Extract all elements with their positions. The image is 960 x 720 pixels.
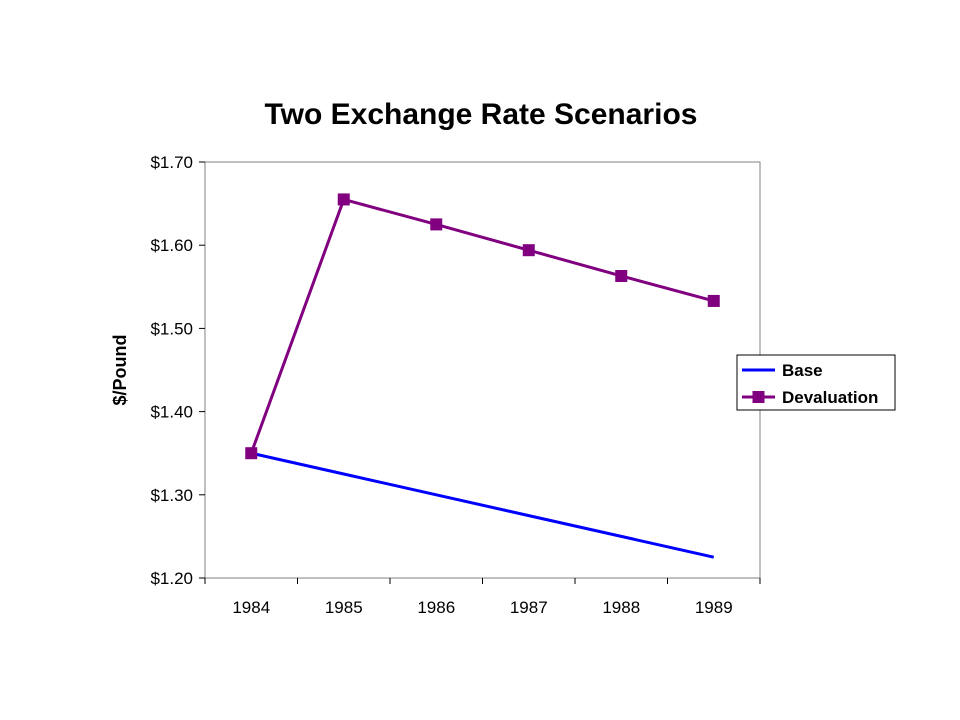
series-line-devaluation — [249, 197, 715, 454]
x-tick-label: 1988 — [602, 598, 640, 617]
x-axis: 1984 1985 1986 1987 1988 1989 — [204, 578, 761, 617]
data-point-devaluation — [615, 269, 628, 282]
legend-label: Devaluation — [782, 388, 878, 407]
x-tick-label: 1987 — [510, 598, 548, 617]
x-tick-label: 1989 — [695, 598, 733, 617]
legend-marker — [752, 391, 765, 403]
x-tick-label: 1984 — [232, 598, 270, 617]
data-point-devaluation — [245, 447, 258, 460]
y-tick-label: $1.20 — [150, 569, 193, 588]
y-tick-label: $1.70 — [150, 153, 193, 172]
y-axis-label: $/Pound — [110, 335, 130, 406]
x-tick-label: 1985 — [325, 598, 363, 617]
series-layer — [245, 193, 720, 559]
y-axis: $1.20 $1.30 $1.40 $1.50 $1.60 $1.70 — [150, 153, 205, 588]
data-point-devaluation — [430, 218, 443, 231]
series-line-base — [250, 451, 715, 559]
data-point-devaluation — [337, 193, 350, 206]
data-point-devaluation — [707, 294, 720, 307]
y-tick-label: $1.50 — [150, 319, 193, 338]
x-tick-label: 1986 — [417, 598, 455, 617]
legend: Base Devaluation — [736, 354, 896, 411]
plot-area — [204, 161, 761, 579]
y-tick-label: $1.40 — [150, 403, 193, 422]
data-point-devaluation — [522, 244, 535, 257]
chart-title: Two Exchange Rate Scenarios — [265, 98, 698, 131]
y-tick-label: $1.60 — [150, 236, 193, 255]
y-tick-label: $1.30 — [150, 486, 193, 505]
legend-label: Base — [782, 361, 823, 380]
